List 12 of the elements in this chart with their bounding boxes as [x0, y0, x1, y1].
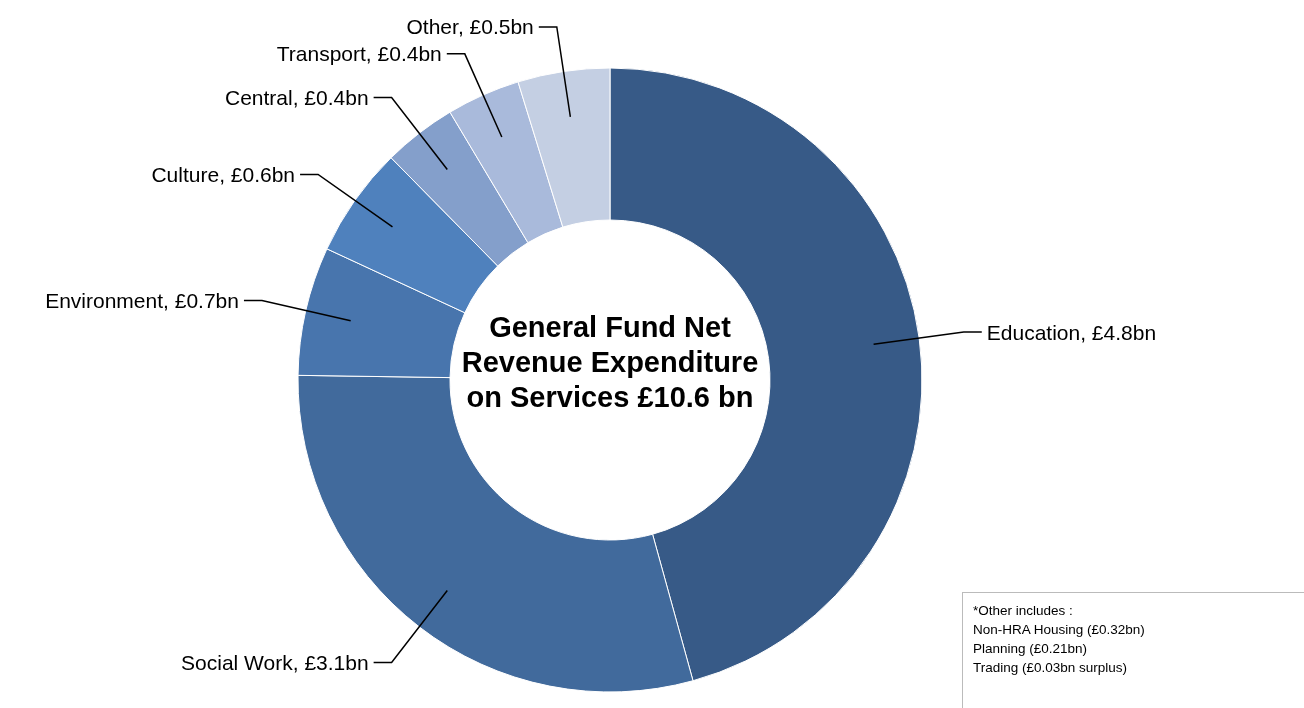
slice-label: Education, £4.8bn	[986, 320, 1157, 344]
text: Non-HRA Housing (£0.32bn)	[973, 621, 1146, 639]
text: *Other includes :	[973, 602, 1074, 620]
slice-label: Culture, £0.6bn	[151, 163, 296, 186]
slice-label: Transport, £0.4bn	[276, 42, 442, 66]
text: Planning (£0.21bn)	[973, 640, 1089, 658]
text: Trading (£0.03bn surplus)	[973, 659, 1129, 677]
slice-label: Central, £0.4bn	[225, 86, 369, 110]
slice-label: Social Work, £3.1bn	[181, 650, 369, 674]
text: General Fund Net Revenue Expenditure on Services £10.6 bn	[460, 310, 760, 415]
slice-label: Environment, £0.7bn	[45, 289, 239, 313]
slice-label: Other, £0.5bn	[406, 15, 534, 39]
